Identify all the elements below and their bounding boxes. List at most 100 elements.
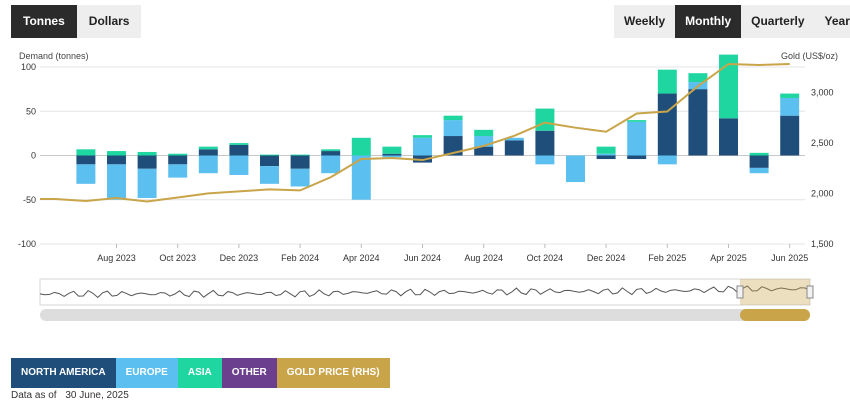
bar-europe — [657, 155, 677, 165]
navigator-right-handle[interactable] — [806, 285, 814, 299]
y2-tick-label: 3,000 — [811, 87, 834, 97]
quarterly-button[interactable]: Quarterly — [741, 5, 815, 38]
navigator-track — [39, 278, 811, 306]
legend-north-america[interactable]: NORTH AMERICA — [11, 358, 116, 388]
bar-europe — [596, 153, 616, 156]
navigator-scrollbar[interactable] — [40, 309, 810, 321]
weekly-button[interactable]: Weekly — [614, 5, 676, 38]
bar-asia — [719, 54, 738, 119]
bar-europe — [351, 155, 371, 200]
bar-europe — [474, 136, 494, 147]
legend: NORTH AMERICA EUROPE ASIA OTHER GOLD PRI… — [11, 358, 390, 388]
period-toggle: Weekly Monthly Quarterly Yearly — [614, 5, 850, 38]
navigator-selection[interactable] — [740, 279, 810, 305]
y-tick-label: -50 — [23, 195, 36, 205]
x-tick-label: Feb 2025 — [648, 253, 686, 263]
x-tick-label: Oct 2024 — [527, 253, 564, 263]
x-tick-label: Feb 2024 — [281, 253, 319, 263]
bar-north-america — [443, 136, 463, 156]
y-tick-label: 0 — [31, 151, 36, 161]
bar-north-america — [260, 155, 279, 167]
range-navigator[interactable] — [39, 278, 814, 321]
bar-north-america — [229, 144, 249, 156]
bar-asia — [198, 146, 218, 150]
chart-area: -100 -50 0 50 100 1,500 2,000 2,500 3,000 Aug 202… — [18, 54, 834, 321]
bar-europe — [566, 155, 585, 183]
bar-north-america — [382, 153, 402, 156]
navigator-scroll-thumb[interactable] — [740, 309, 810, 321]
monthly-button[interactable]: Monthly — [675, 5, 742, 38]
x-tick-label: Apr 2025 — [710, 253, 747, 263]
navigator-left-handle[interactable] — [736, 285, 744, 299]
bar-asia — [474, 129, 494, 137]
bar-north-america — [627, 155, 647, 160]
bar-asia — [168, 153, 188, 156]
bar-europe — [504, 137, 524, 141]
y-tick-label: -100 — [18, 239, 36, 249]
bar-asia — [351, 137, 371, 156]
bar-asia — [260, 154, 279, 156]
bar-asia — [535, 108, 555, 131]
bar-north-america — [749, 155, 769, 168]
bar-asia — [596, 146, 616, 154]
bar-asia — [749, 152, 769, 156]
bar-asia — [76, 149, 96, 156]
gold-price-line-layer — [40, 62, 790, 203]
bar-asia — [443, 115, 463, 121]
x-tick-label: Dec 2024 — [587, 253, 626, 263]
bar-europe — [413, 137, 432, 156]
bar-europe — [107, 164, 126, 200]
x-tick-label: Aug 2024 — [464, 253, 503, 263]
bar-asia — [657, 69, 677, 94]
unit-toggle: Tonnes Dollars — [11, 5, 142, 38]
bar-north-america — [198, 149, 218, 156]
navigator-series-line — [39, 285, 811, 299]
y-tick-label: 100 — [21, 62, 36, 72]
bar-series — [76, 54, 800, 200]
bar-north-america — [504, 140, 524, 156]
bar-north-america — [780, 115, 800, 156]
bar-europe — [198, 155, 218, 174]
bar-asia — [137, 151, 157, 156]
bar-north-america — [657, 93, 677, 156]
bar-asia — [780, 93, 800, 98]
bar-asia — [413, 135, 432, 138]
bar-europe — [535, 155, 555, 165]
dollars-button[interactable]: Dollars — [76, 5, 142, 38]
bar-europe — [168, 164, 188, 178]
bar-north-america — [137, 155, 157, 169]
bar-europe — [627, 121, 647, 156]
data-date-prefix: Data as of — [11, 390, 57, 401]
bar-asia — [382, 146, 402, 154]
bar-asia — [107, 151, 126, 156]
x-tick-label: Jun 2024 — [404, 253, 441, 263]
bar-europe — [290, 168, 310, 187]
legend-other[interactable]: OTHER — [221, 358, 277, 388]
x-tick-label: Jun 2025 — [771, 253, 808, 263]
x-tick-label: Apr 2024 — [343, 253, 380, 263]
bar-north-america — [168, 155, 188, 165]
bar-europe — [76, 164, 96, 184]
data-date-note: Data as of 30 June, 2025 — [11, 390, 129, 401]
bar-asia — [321, 149, 341, 152]
bar-europe — [321, 155, 341, 174]
bar-europe — [382, 155, 402, 158]
x-tick-label: Aug 2023 — [97, 253, 136, 263]
bar-north-america — [719, 118, 738, 156]
y2-tick-label: 2,500 — [811, 138, 834, 148]
gridlines — [40, 66, 805, 245]
bar-asia — [229, 143, 249, 145]
tonnes-button[interactable]: Tonnes — [11, 5, 77, 38]
data-date-value: 30 June, 2025 — [65, 390, 129, 401]
legend-gold-price[interactable]: GOLD PRICE (RHS) — [276, 358, 390, 388]
y2-tick-label: 1,500 — [811, 239, 834, 249]
y2-tick-label: 2,000 — [811, 188, 834, 198]
axis-labels: -100 -50 0 50 100 1,500 2,000 2,500 3,000 Aug 202… — [18, 62, 834, 263]
legend-asia[interactable]: ASIA — [177, 358, 222, 388]
yearly-button[interactable]: Yearly — [814, 5, 850, 38]
gold-price-line — [40, 62, 790, 203]
bar-north-america — [290, 155, 310, 169]
x-tick-label: Dec 2023 — [220, 253, 259, 263]
legend-europe[interactable]: EUROPE — [115, 358, 178, 388]
bar-north-america — [474, 146, 494, 156]
